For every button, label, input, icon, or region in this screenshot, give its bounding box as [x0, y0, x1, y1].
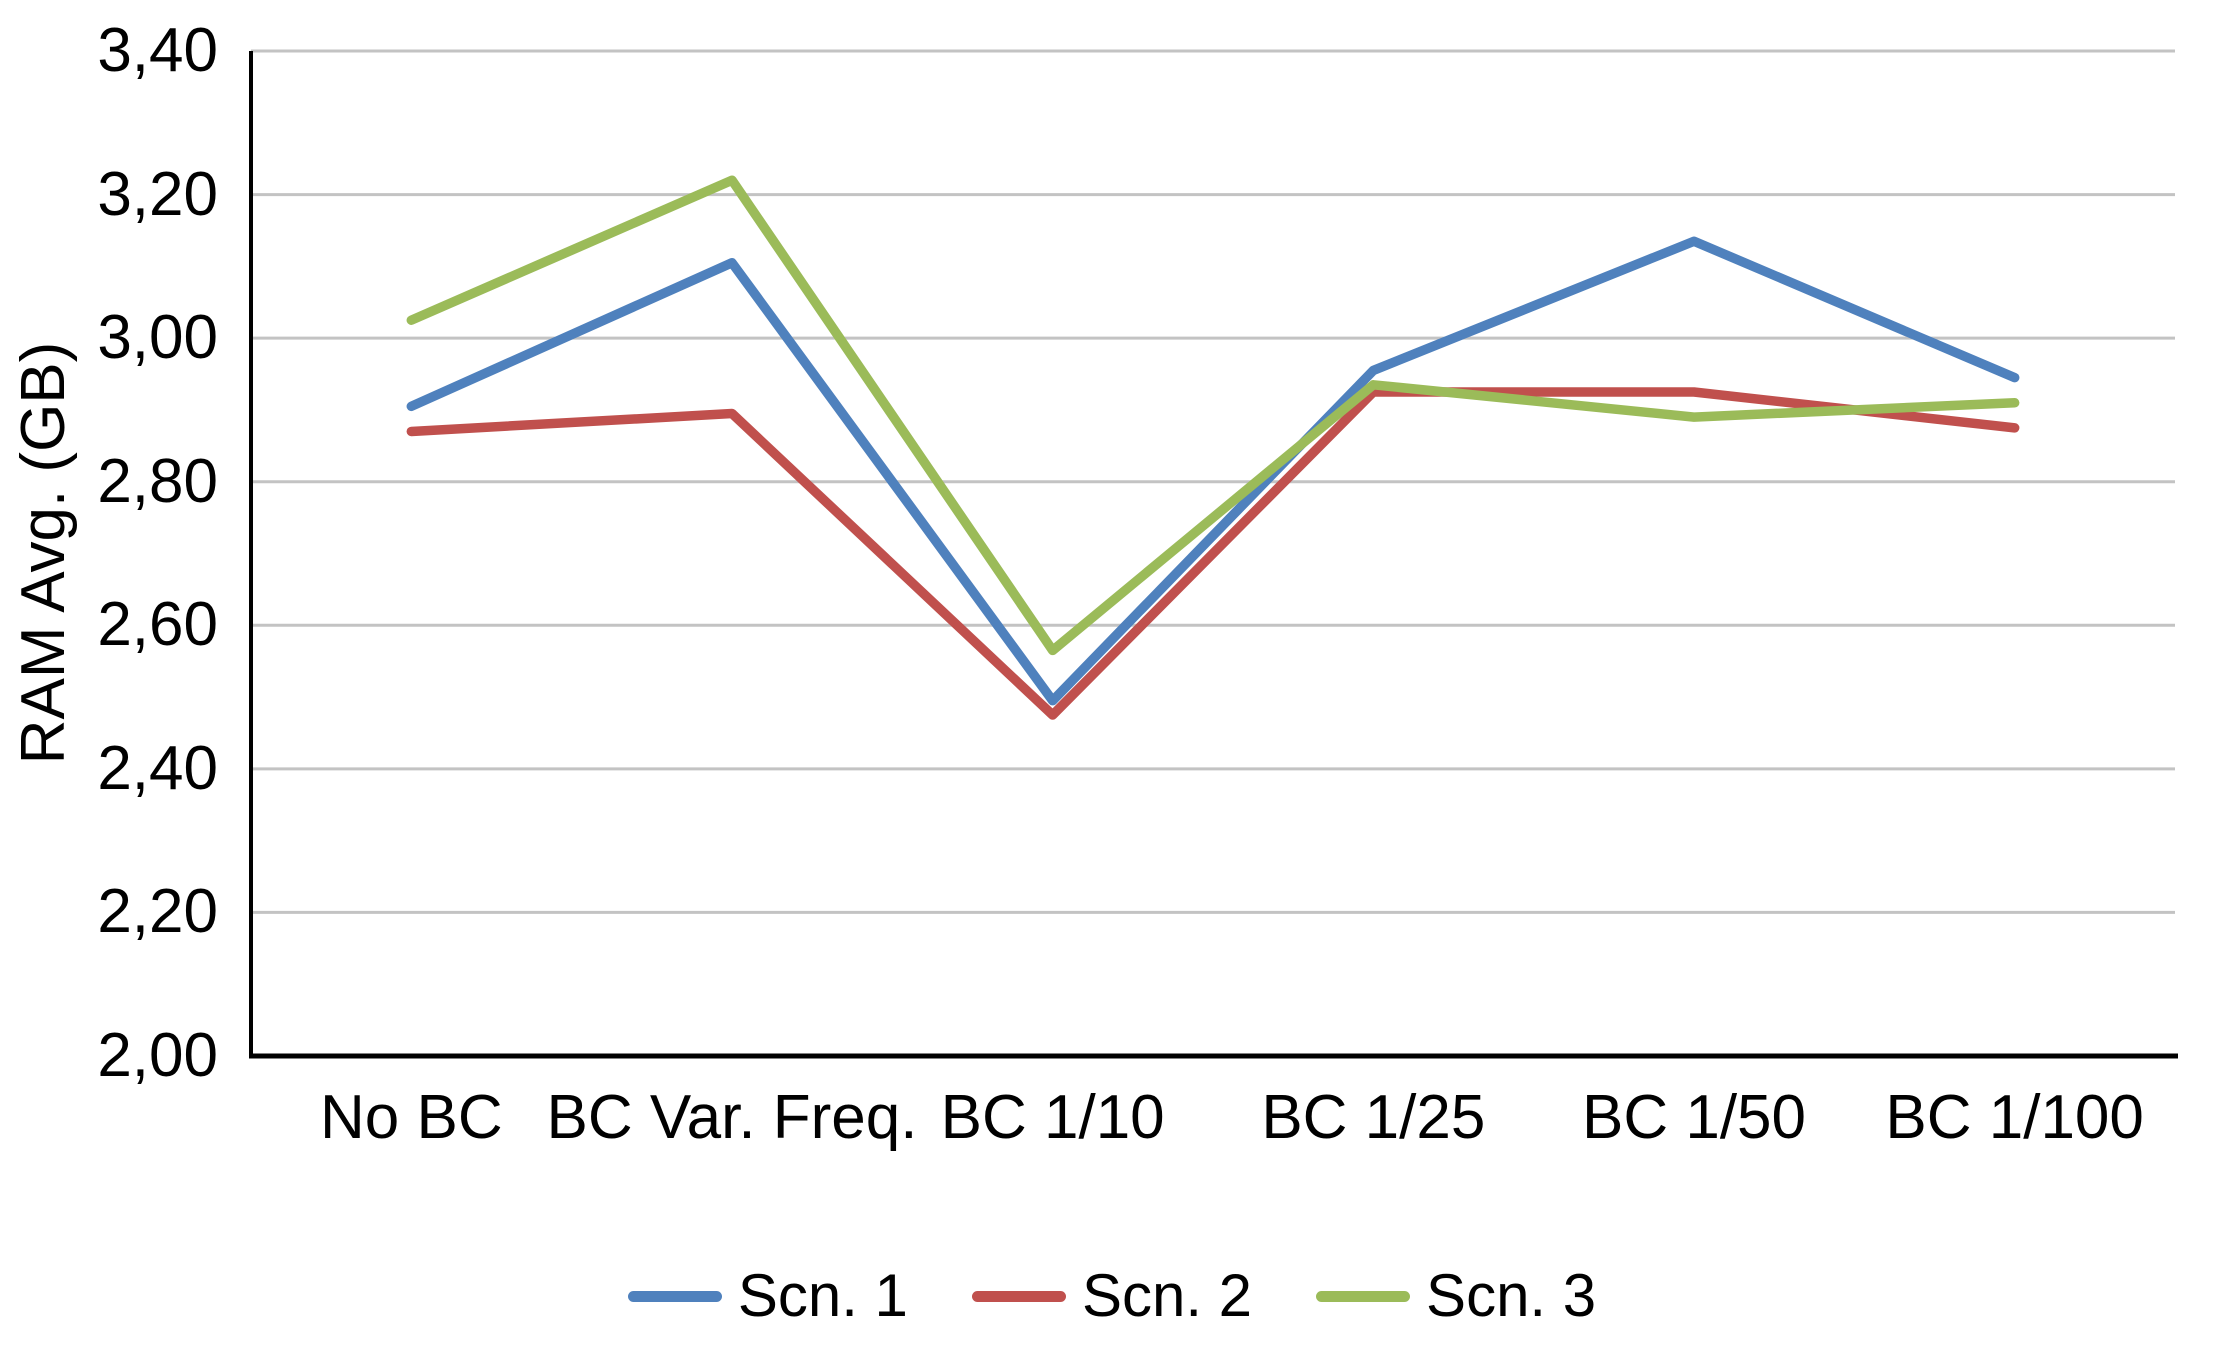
y-tick-label: 2,80: [97, 446, 218, 516]
y-tick-label: 2,60: [97, 590, 218, 660]
legend-item-scn-3: Scn. 3: [1316, 1266, 1596, 1326]
series-line-scn-1: [406, 236, 2020, 706]
series-line-scn-2: [406, 387, 2020, 720]
x-category-label: BC 1/25: [1261, 1083, 1486, 1152]
legend-item-scn-2: Scn. 2: [971, 1262, 1253, 1329]
legend-label: Scn. 2: [1081, 1262, 1253, 1329]
y-tick-label: 2,00: [97, 1021, 218, 1090]
legend-line-swatch: [1316, 1290, 1411, 1302]
legend-label: Scn. 1: [737, 1262, 908, 1329]
legend-line-swatch: [971, 1290, 1066, 1302]
y-tick-label: 3,00: [97, 303, 218, 373]
x-category-label: BC 1/10: [940, 1083, 1165, 1152]
legend-item-scn-1: Scn. 1: [627, 1262, 908, 1329]
series-line-scn-3: [406, 175, 2020, 656]
legend: Scn. 1 Scn. 2 Scn. 3: [0, 1266, 2224, 1326]
y-tick-label: 3,40: [97, 16, 218, 85]
legend-line-swatch: [627, 1290, 722, 1302]
y-tick-label: 2,20: [97, 877, 218, 947]
x-category-label: BC 1/100: [1885, 1083, 2144, 1152]
y-tick-label: 3,20: [97, 159, 218, 229]
x-category-label: BC 1/50: [1581, 1083, 1807, 1152]
x-category-label: BC Var. Freq.: [546, 1083, 918, 1152]
y-tick-label: 2,40: [97, 733, 218, 803]
x-category-label: No BC: [320, 1083, 503, 1152]
legend-label: Scn. 3: [1426, 1262, 1597, 1329]
